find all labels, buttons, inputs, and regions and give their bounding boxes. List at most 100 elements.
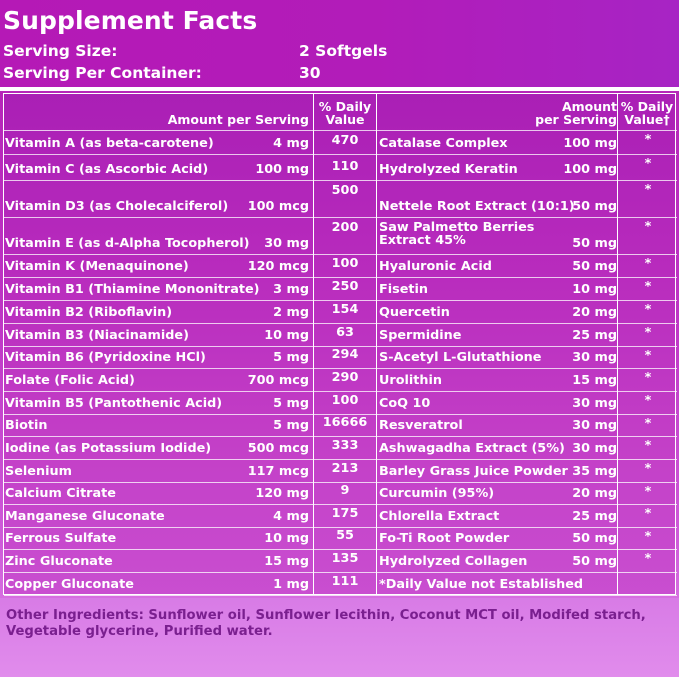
ingredient-amount: 100 mg (563, 162, 617, 177)
ingredient-amount: 30 mg (572, 350, 617, 365)
nutrient-name: Copper Gluconate (5, 577, 134, 592)
other-ingredients-section: Other Ingredients: Sunflower oil, Sunflo… (0, 598, 679, 677)
ingredient-name: S-Acetyl L-Glutathione (379, 350, 542, 365)
serving-size-label: Serving Size: (3, 42, 118, 60)
nutrient-name: Selenium (5, 464, 72, 479)
row-divider (4, 300, 677, 301)
nutrient-amount: 5 mg (273, 396, 309, 411)
right-daily-value-header: % Daily Value† (619, 100, 675, 126)
ingredient-amount: 25 mg (572, 509, 617, 524)
ingredient-amount: 30 mg (572, 418, 617, 433)
row-divider (4, 436, 677, 437)
ingredient-name: Urolithin (379, 373, 442, 388)
nutrient-daily-value: 500 (331, 183, 359, 198)
nutrient-name: Vitamin B2 (Riboflavin) (5, 305, 173, 320)
daily-value-header: % Daily Value (317, 100, 373, 126)
nutrient-name: Zinc Gluconate (5, 554, 113, 569)
ingredient-name: *Daily Value not Established (379, 577, 584, 592)
nutrient-daily-value: 470 (331, 133, 359, 148)
nutrient-amount: 5 mg (273, 350, 309, 365)
ingredient-name: Barley Grass Juice Powder (379, 464, 568, 479)
nutrient-name: Vitamin B3 (Niacinamide) (5, 328, 189, 343)
ingredient-amount: 35 mg (572, 464, 617, 479)
nutrient-amount: 4 mg (273, 136, 309, 151)
ingredient-amount: 15 mg (572, 373, 617, 388)
ingredient-amount: 25 mg (572, 328, 617, 343)
facts-header: Supplement Facts Serving Size: 2 Softgel… (0, 0, 679, 90)
nutrient-amount: 15 mg (264, 554, 309, 569)
nutrient-amount: 5 mg (273, 418, 309, 433)
nutrient-daily-value: 290 (331, 370, 359, 385)
nutrient-daily-value: 213 (331, 461, 359, 476)
nutrient-amount: 10 mg (264, 328, 309, 343)
row-divider (4, 254, 677, 255)
ingredient-amount: 50 mg (572, 554, 617, 569)
ingredient-name-line2: Extract 45% (379, 233, 466, 248)
right-amount-header-line: per Serving (535, 112, 617, 127)
nutrient-daily-value: 63 (336, 325, 354, 340)
nutrient-daily-value: 110 (331, 159, 359, 174)
ingredient-daily-value: * (644, 529, 652, 544)
ingredient-daily-value: * (644, 302, 652, 317)
row-divider (4, 130, 677, 131)
nutrient-name: Vitamin C (as Ascorbic Acid) (5, 162, 209, 177)
nutrient-amount: 117 mcg (247, 464, 309, 479)
nutrient-daily-value: 200 (331, 220, 359, 235)
servings-per-container-label: Serving Per Container: (3, 64, 202, 82)
nutrient-name: Vitamin K (Menaquinone) (5, 259, 189, 274)
nutrient-name: Ferrous Sulfate (5, 531, 117, 546)
panel-title: Supplement Facts (3, 6, 258, 35)
ingredient-amount: 100 mg (563, 136, 617, 151)
nutrient-name: Manganese Gluconate (5, 509, 165, 524)
ingredient-daily-value: * (644, 461, 652, 476)
row-divider (4, 482, 677, 483)
ingredient-daily-value: * (644, 393, 652, 408)
nutrient-name: Vitamin A (as beta-carotene) (5, 136, 214, 151)
nutrient-daily-value: 9 (340, 483, 350, 498)
other-ingredients-text: Other Ingredients: Sunflower oil, Sunflo… (6, 608, 646, 639)
row-divider (4, 154, 677, 155)
ingredient-daily-value: * (644, 325, 652, 340)
ingredient-amount: 20 mg (572, 305, 617, 320)
ingredient-name: Catalase Complex (379, 136, 508, 151)
ingredient-daily-value: * (644, 506, 652, 521)
nutrient-daily-value: 16666 (322, 415, 368, 430)
ingredient-amount: 30 mg (572, 441, 617, 456)
nutrient-amount: 10 mg (264, 531, 309, 546)
row-divider (4, 595, 677, 596)
daily-value-header-line: % Daily (318, 99, 372, 114)
row-divider (4, 368, 677, 369)
ingredient-daily-value: * (644, 156, 652, 171)
ingredient-daily-value: * (644, 132, 652, 147)
row-divider (4, 549, 677, 550)
ingredient-name: Nettele Root Extract (10:1) (379, 199, 575, 214)
ingredient-daily-value: * (644, 182, 652, 197)
ingredient-amount: 50 mg (572, 259, 617, 274)
ingredient-daily-value: * (644, 416, 652, 431)
nutrient-name: Vitamin B6 (Pyridoxine HCl) (5, 350, 206, 365)
nutrient-daily-value: 294 (331, 347, 359, 362)
nutrient-daily-value: 333 (331, 438, 359, 453)
header-divider (0, 87, 679, 91)
nutrient-name: Vitamin E (as d-Alpha Tocopherol) (5, 236, 250, 251)
servings-per-container-value: 30 (299, 64, 321, 82)
nutrient-amount: 4 mg (273, 509, 309, 524)
row-divider (4, 459, 677, 460)
ingredient-name: Resveratrol (379, 418, 463, 433)
nutrient-name: Iodine (as Potassium Iodide) (5, 441, 212, 456)
right-daily-value-header-line: % Daily (620, 99, 674, 114)
ingredient-name: CoQ 10 (379, 396, 431, 411)
ingredient-amount: 20 mg (572, 486, 617, 501)
column-divider (313, 94, 314, 594)
nutrient-name: Biotin (5, 418, 48, 433)
row-divider (4, 572, 677, 573)
nutrient-amount: 700 mcg (247, 373, 309, 388)
ingredient-daily-value: * (644, 348, 652, 363)
nutrient-daily-value: 100 (331, 256, 359, 271)
nutrient-amount: 120 mg (255, 486, 309, 501)
ingredient-name: Saw Palmetto Berries (379, 220, 535, 235)
ingredient-daily-value: * (644, 484, 652, 499)
nutrient-amount: 2 mg (273, 305, 309, 320)
amount-per-serving-header: Amount per Serving (167, 112, 309, 127)
